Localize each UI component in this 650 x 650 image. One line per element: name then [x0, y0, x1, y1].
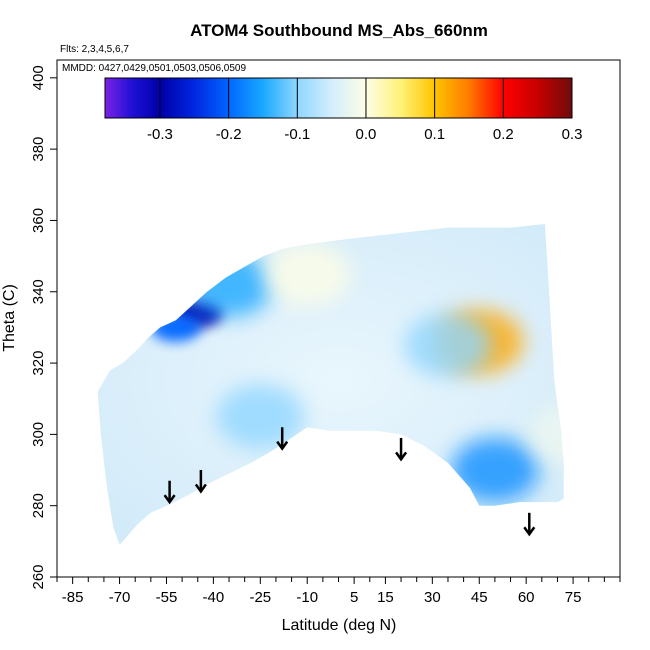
down-arrow-icon: [163, 480, 176, 505]
y-tick-label: 380: [30, 137, 47, 162]
down-arrow-icon: [276, 427, 289, 451]
y-tick-label: 360: [30, 208, 47, 233]
y-tick-label: 320: [30, 351, 47, 376]
colorbar-tick-label: 0.0: [356, 126, 377, 143]
y-tick-label: 300: [30, 422, 47, 447]
x-tick-label: -10: [296, 589, 318, 606]
x-axis-label: Latitude (deg N): [282, 617, 397, 634]
x-tick-label: -70: [109, 589, 131, 606]
colorbar-tick-label: 0.3: [562, 126, 583, 143]
field-feature: [529, 402, 564, 467]
x-tick-label: 45: [471, 589, 488, 606]
flights-note: Flts: 2,3,4,5,6,7: [60, 44, 129, 55]
colorbar-tick-label: -0.3: [147, 126, 173, 143]
colorbar-tick-label: 0.1: [424, 126, 445, 143]
chart-title: ATOM4 Southbound MS_Abs_660nm: [190, 21, 488, 40]
field-feature: [451, 437, 539, 503]
x-tick-label: -40: [203, 589, 225, 606]
x-tick-label: 75: [565, 589, 582, 606]
colorbar: -0.3 -0.2 -0.1 0.0 0.1 0.2 0.3: [104, 77, 583, 143]
x-tick-label: -55: [156, 589, 178, 606]
dates-note: MMDD: 0427,0429,0501,0503,0506,0509: [62, 63, 246, 74]
down-arrow-icon: [194, 470, 207, 494]
y-axis: 260 280 300 320 340 360 380 400: [30, 65, 57, 590]
y-tick-label: 340: [30, 279, 47, 304]
y-tick-label: 260: [30, 564, 47, 589]
y-tick-label: 280: [30, 493, 47, 518]
x-tick-label: -25: [249, 589, 271, 606]
x-tick-label: 5: [350, 589, 358, 606]
colorbar-tick-label: -0.1: [284, 126, 310, 143]
data-field: [97, 224, 564, 545]
x-tick-label: -85: [62, 589, 84, 606]
x-tick-label: 60: [518, 589, 535, 606]
down-arrow-icon: [523, 512, 536, 537]
colorbar-tick-label: -0.2: [216, 126, 242, 143]
down-arrow-icon: [395, 437, 408, 462]
y-tick-label: 400: [30, 65, 47, 90]
field-feature: [263, 241, 352, 307]
arrow-markers: [163, 427, 536, 537]
y-axis-label: Theta (C): [1, 284, 18, 352]
field-feature: [150, 313, 201, 342]
colorbar-tick-label: 0.2: [493, 126, 514, 143]
x-tick-label: 15: [377, 589, 394, 606]
x-tick-label: 30: [424, 589, 441, 606]
colorbar-fill: [104, 77, 573, 119]
field-feature: [185, 252, 273, 317]
field-feature: [216, 384, 305, 449]
field-feature: [404, 313, 492, 378]
x-axis: -85 -70 -55 -40 -25 -10 5 15 30 45 60 75: [56, 577, 621, 606]
